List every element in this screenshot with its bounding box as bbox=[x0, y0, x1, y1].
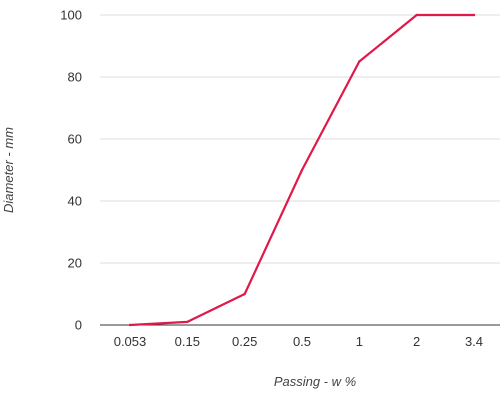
gridlines bbox=[100, 14, 500, 264]
y-tick-label: 60 bbox=[68, 132, 82, 147]
x-tick-label: 0.5 bbox=[293, 334, 311, 349]
x-tick-label: 1 bbox=[356, 334, 363, 349]
y-axis-title: Diameter - mm bbox=[1, 127, 16, 213]
y-tick-label: 40 bbox=[68, 194, 82, 209]
series bbox=[128, 13, 476, 327]
x-tick-label: 2 bbox=[413, 334, 420, 349]
x-axis-tick-labels: 0.053 0.15 0.25 0.5 1 2 3.4 bbox=[114, 334, 483, 349]
data-point bbox=[128, 323, 132, 327]
data-point bbox=[186, 320, 189, 324]
x-tick-label: 0.053 bbox=[114, 334, 147, 349]
x-tick-label: 0.15 bbox=[175, 334, 200, 349]
y-tick-label: 20 bbox=[68, 256, 82, 271]
data-point bbox=[415, 13, 418, 17]
x-axis-title: Passing - w % bbox=[274, 374, 356, 389]
y-tick-label: 80 bbox=[68, 70, 82, 85]
data-point bbox=[243, 292, 246, 296]
data-point bbox=[300, 168, 304, 172]
y-tick-label: 100 bbox=[60, 8, 82, 23]
x-tick-label: 3.4 bbox=[465, 334, 483, 349]
y-tick-label: 0 bbox=[75, 318, 82, 333]
x-tick-label: 0.25 bbox=[232, 334, 257, 349]
data-point bbox=[358, 60, 361, 63]
data-point bbox=[472, 13, 476, 17]
y-axis-tick-labels: 0 20 40 60 80 100 bbox=[60, 8, 82, 333]
